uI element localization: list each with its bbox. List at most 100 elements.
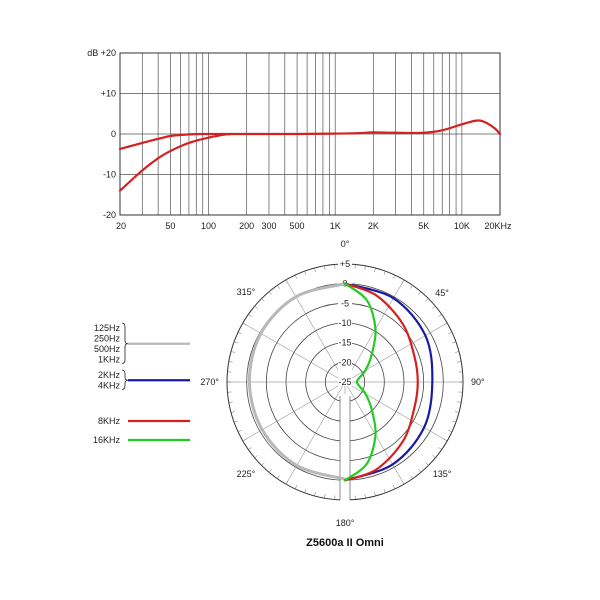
polar-angle-label: 90° — [471, 377, 485, 387]
polar-angle-tick — [410, 475, 413, 479]
polar-angle-tick — [304, 271, 307, 275]
polar-angle-tick — [268, 469, 272, 473]
polar-angle-tick — [392, 274, 396, 279]
polar-angle-tick — [268, 291, 272, 295]
legend-brace — [121, 322, 129, 364]
polar-angle-tick — [438, 447, 442, 450]
polar-angle-tick — [364, 265, 366, 270]
polar-angle-label: 180° — [336, 518, 355, 528]
polar-spoke — [242, 322, 346, 383]
x-tick-label: 50 — [165, 221, 175, 231]
polar-angle-tick — [237, 331, 242, 335]
polar-angle-tick — [294, 485, 298, 490]
polar-angle-tick — [432, 455, 436, 459]
polar-angle-label: 135° — [433, 469, 452, 479]
legend-label: 1KHz — [98, 355, 121, 365]
polar-spoke — [344, 322, 448, 383]
polar-angle-label: 270° — [200, 377, 219, 387]
polar-angle-tick — [448, 331, 453, 335]
polar-angle-tick — [248, 314, 252, 317]
polar-angle-label: 45° — [435, 288, 449, 298]
polar-angle-tick — [324, 265, 326, 270]
response-curve — [118, 119, 502, 151]
legend-brace — [121, 369, 129, 390]
polar-angle-tick — [455, 351, 460, 353]
polar-angle-tick — [242, 438, 247, 442]
polar-curve-16k — [343, 282, 377, 482]
legend-label: 16KHz — [93, 435, 121, 445]
polar-angle-tick — [294, 274, 298, 279]
polar-angle-tick — [443, 322, 448, 326]
polar-angle-tick — [285, 480, 289, 485]
polar-angle-label: 315° — [237, 287, 256, 297]
polar-angle-tick — [392, 485, 396, 490]
polar-angle-tick — [455, 411, 460, 413]
polar-angle-tick — [242, 322, 247, 326]
x-tick-label: 500 — [290, 221, 305, 231]
polar-angle-tick — [443, 438, 448, 442]
polar-radial-label: -15 — [338, 338, 351, 348]
x-tick-label: 20 — [116, 221, 126, 231]
x-tick-label: 10K — [454, 221, 470, 231]
polar-chart-title: Z5600a II Omni — [306, 537, 384, 549]
polar-angle-tick — [410, 285, 413, 289]
y-tick-label: dB +20 — [87, 48, 116, 58]
polar-angle-tick — [254, 455, 258, 459]
polar-angle-tick — [237, 429, 242, 433]
y-tick-label: -20 — [103, 210, 116, 220]
polar-angle-tick — [364, 494, 366, 499]
x-tick-label: 300 — [261, 221, 276, 231]
legend-label: 250Hz — [94, 334, 121, 344]
y-tick-label: -10 — [103, 170, 116, 180]
polar-curve-low — [247, 282, 347, 481]
polar-pattern-chart: +50-5-10-15-20-250°45°90°135°180°225°270… — [200, 239, 485, 528]
x-tick-label: 20KHz — [484, 221, 512, 231]
polar-angle-tick — [324, 494, 326, 499]
polar-radial-label: -5 — [341, 298, 349, 308]
polar-spoke — [344, 381, 448, 442]
polar-axis-gap — [340, 394, 350, 506]
legend-label: 500Hz — [94, 344, 121, 354]
polar-angle-tick — [261, 462, 265, 466]
y-tick-label: 0 — [111, 129, 116, 139]
polar-angle-tick — [383, 271, 386, 275]
polar-curve-2k-4k — [343, 282, 434, 482]
polar-angle-tick — [401, 480, 405, 485]
legend-label: 4KHz — [98, 381, 121, 391]
polar-radial-label: +5 — [340, 259, 350, 269]
polar-angle-tick — [432, 305, 436, 309]
polar-curve-8k — [343, 282, 419, 482]
polar-radial-label: -10 — [338, 318, 351, 328]
polar-angle-label: 225° — [237, 469, 256, 479]
polar-angle-tick — [425, 298, 429, 302]
response-curve-lowcut — [118, 132, 232, 192]
polar-radial-label: -20 — [338, 357, 351, 367]
polar-angle-tick — [254, 305, 258, 309]
x-tick-label: 5K — [418, 221, 429, 231]
polar-spoke — [285, 279, 346, 383]
polar-angle-tick — [438, 314, 442, 317]
polar-angle-tick — [457, 361, 462, 363]
polar-angle-tick — [228, 401, 233, 403]
polar-angle-tick — [261, 298, 265, 302]
polar-angle-tick — [228, 361, 233, 363]
polar-spoke — [285, 381, 346, 485]
x-tick-label: 100 — [201, 221, 216, 231]
polar-angle-tick — [374, 492, 376, 497]
legend-label: 125Hz — [94, 323, 121, 333]
x-tick-label: 200 — [239, 221, 254, 231]
polar-angle-label: 0° — [341, 239, 350, 249]
polar-spoke — [242, 381, 346, 442]
polar-angle-tick — [277, 285, 280, 289]
legend-label: 8KHz — [98, 416, 121, 426]
y-tick-label: +10 — [101, 89, 116, 99]
polar-angle-tick — [452, 420, 456, 423]
polar-radial-label: -25 — [338, 377, 351, 387]
polar-angle-tick — [285, 279, 289, 284]
polar-angle-tick — [401, 279, 405, 284]
polar-angle-tick — [418, 291, 422, 295]
polar-angle-tick — [314, 267, 316, 272]
